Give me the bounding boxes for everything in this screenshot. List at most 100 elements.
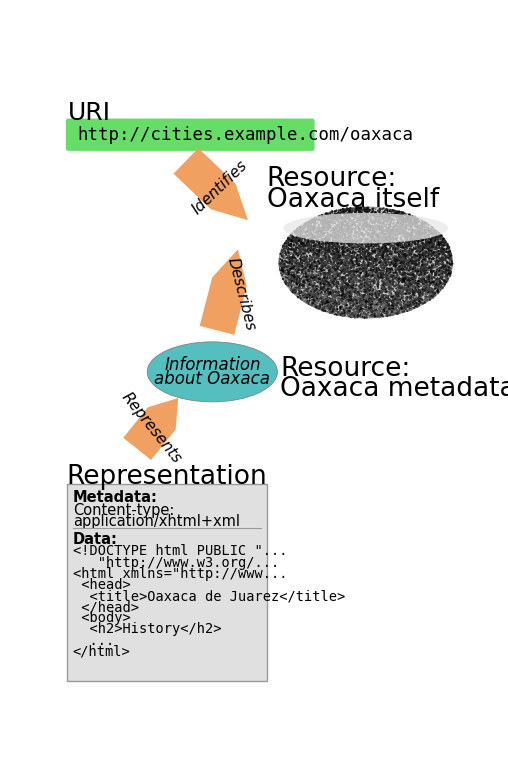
Point — [408, 234, 416, 246]
Point — [295, 258, 303, 271]
Point — [368, 244, 376, 257]
Point — [394, 296, 402, 309]
Point — [338, 300, 346, 312]
Point — [380, 232, 389, 244]
Point — [340, 291, 348, 303]
Point — [335, 255, 343, 267]
Point — [384, 276, 392, 289]
Point — [299, 289, 307, 301]
Point — [339, 264, 347, 276]
Point — [336, 272, 344, 284]
Point — [423, 283, 431, 296]
Point — [383, 234, 391, 247]
Point — [412, 215, 420, 227]
Point — [337, 293, 345, 306]
Point — [335, 251, 343, 264]
Point — [329, 301, 337, 314]
Point — [403, 291, 411, 303]
Point — [311, 214, 319, 227]
Point — [337, 223, 345, 235]
Point — [287, 268, 295, 281]
Point — [378, 272, 387, 285]
Point — [392, 282, 400, 294]
Point — [382, 291, 390, 303]
Point — [358, 262, 366, 275]
Point — [351, 258, 359, 271]
Point — [307, 239, 315, 251]
Point — [406, 284, 415, 296]
Point — [301, 260, 309, 272]
Point — [308, 267, 316, 279]
Point — [356, 245, 364, 258]
Point — [403, 288, 411, 300]
Point — [388, 210, 396, 222]
Point — [328, 289, 336, 301]
Point — [302, 269, 310, 282]
Point — [337, 256, 345, 268]
Point — [279, 260, 288, 272]
Point — [422, 226, 430, 238]
Point — [343, 264, 351, 276]
Point — [369, 223, 377, 235]
Point — [363, 220, 371, 232]
Point — [426, 245, 434, 258]
Point — [328, 307, 336, 319]
Point — [353, 251, 361, 263]
Point — [299, 275, 307, 288]
Point — [329, 302, 337, 314]
Point — [393, 296, 401, 309]
Point — [376, 249, 385, 262]
Point — [297, 242, 305, 255]
Point — [312, 258, 320, 270]
Point — [424, 264, 432, 276]
Point — [318, 230, 326, 242]
Point — [387, 228, 395, 241]
Point — [279, 248, 287, 260]
Point — [428, 279, 436, 291]
Point — [357, 248, 365, 261]
Point — [301, 287, 309, 300]
Point — [356, 275, 364, 288]
Point — [332, 302, 340, 314]
Point — [408, 285, 416, 297]
Point — [364, 300, 372, 313]
Point — [446, 244, 454, 256]
Point — [373, 272, 382, 284]
Point — [361, 279, 369, 292]
Point — [354, 250, 362, 262]
Point — [374, 263, 382, 275]
Point — [307, 213, 315, 226]
Point — [308, 223, 316, 236]
Point — [328, 217, 336, 229]
Point — [309, 216, 318, 228]
Point — [354, 282, 362, 295]
Point — [344, 206, 353, 219]
Point — [427, 266, 435, 279]
Point — [350, 275, 358, 287]
Point — [379, 217, 387, 230]
Point — [375, 287, 383, 300]
Point — [321, 258, 329, 270]
Point — [419, 242, 427, 255]
Point — [425, 219, 433, 231]
Point — [286, 244, 294, 256]
Point — [310, 216, 319, 228]
Point — [311, 288, 320, 300]
Point — [341, 230, 349, 243]
Point — [308, 232, 316, 244]
Point — [285, 281, 294, 293]
Point — [412, 293, 420, 305]
Point — [350, 237, 358, 249]
Point — [346, 294, 355, 307]
Point — [318, 303, 326, 316]
Point — [279, 245, 288, 258]
Point — [395, 280, 403, 293]
Point — [402, 254, 410, 266]
Point — [348, 250, 356, 262]
Point — [279, 271, 287, 283]
Point — [282, 267, 290, 279]
Point — [424, 237, 432, 249]
Point — [399, 274, 407, 286]
Point — [368, 306, 376, 318]
Point — [298, 282, 306, 295]
